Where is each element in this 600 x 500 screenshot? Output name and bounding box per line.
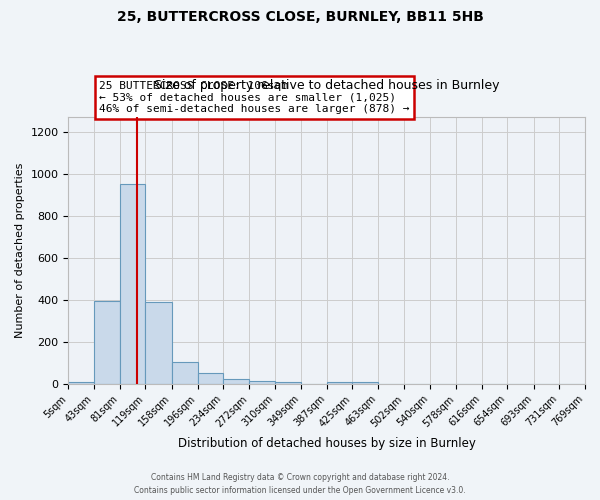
- Bar: [68, 382, 94, 384]
- Bar: [145, 302, 172, 384]
- Bar: [327, 382, 352, 384]
- X-axis label: Distribution of detached houses by size in Burnley: Distribution of detached houses by size …: [178, 437, 476, 450]
- Bar: [94, 301, 120, 384]
- Text: Contains HM Land Registry data © Crown copyright and database right 2024.
Contai: Contains HM Land Registry data © Crown c…: [134, 474, 466, 495]
- Bar: [120, 184, 145, 384]
- Bar: [249, 381, 275, 384]
- Bar: [197, 373, 223, 384]
- Text: 25 BUTTERCROSS CLOSE: 106sqm
← 53% of detached houses are smaller (1,025)
46% of: 25 BUTTERCROSS CLOSE: 106sqm ← 53% of de…: [100, 81, 410, 114]
- Bar: [352, 382, 378, 384]
- Text: 25, BUTTERCROSS CLOSE, BURNLEY, BB11 5HB: 25, BUTTERCROSS CLOSE, BURNLEY, BB11 5HB: [116, 10, 484, 24]
- Title: Size of property relative to detached houses in Burnley: Size of property relative to detached ho…: [154, 79, 499, 92]
- Y-axis label: Number of detached properties: Number of detached properties: [15, 162, 25, 338]
- Bar: [172, 362, 197, 384]
- Bar: [275, 382, 301, 384]
- Bar: [223, 380, 249, 384]
